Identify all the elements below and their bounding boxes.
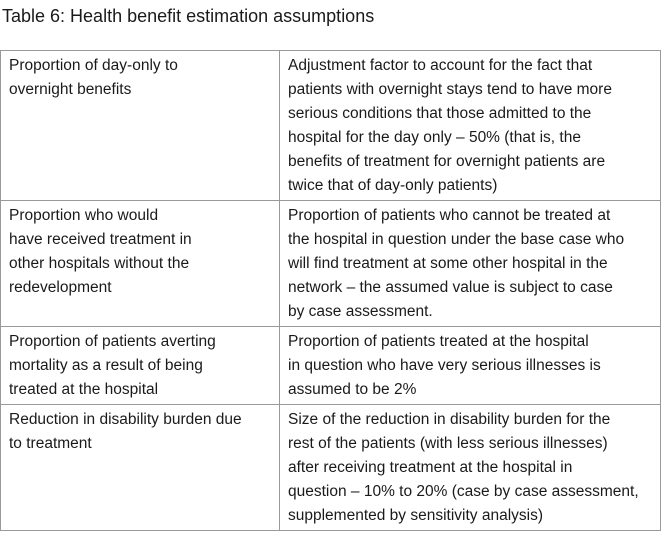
assumption-name: Proportion of day-only to overnight benef… bbox=[0, 50, 280, 201]
table-body: Proportion of day-only to overnight benef… bbox=[0, 50, 661, 531]
cell-text-line: by case assessment. bbox=[288, 303, 433, 320]
cell-text-line: the hospital in question under the base … bbox=[288, 231, 625, 248]
assumption-name: Proportion of patients averting mortality… bbox=[0, 326, 280, 405]
cell-text-line: have received treatment in bbox=[9, 231, 192, 248]
cell-text-line: Adjustment factor to account for the fac… bbox=[288, 57, 593, 74]
cell-text-line: Proportion who would bbox=[9, 207, 159, 224]
assumption-name: Proportion who would have received treatm… bbox=[0, 200, 280, 327]
cell-text-line: Reduction in disability burden due bbox=[9, 411, 242, 428]
cell-text-line: supplemented by sensitivity analysis) bbox=[288, 507, 544, 524]
cell-text-line: overnight benefits bbox=[9, 81, 132, 98]
cell-text-line: redevelopment bbox=[9, 279, 112, 296]
cell-text-line: after receiving treatment at the hospita… bbox=[288, 459, 573, 476]
cell-text-line: to treatment bbox=[9, 435, 92, 452]
cell-text-line: Proportion of patients treated at the ho… bbox=[288, 333, 589, 350]
assumption-name: Reduction in disability burden due to tre… bbox=[0, 404, 280, 531]
assumption-detail: Proportion of patients treated at the ho… bbox=[279, 326, 661, 405]
table-row: Reduction in disability burden due to tre… bbox=[0, 404, 661, 531]
table-title: Table 6: Health benefit estimation assum… bbox=[2, 6, 375, 26]
cell-text-line: Size of the reduction in disability burd… bbox=[288, 411, 611, 428]
table-row: Proportion of patients averting mortality… bbox=[0, 326, 661, 405]
cell-text-line: benefits of treatment for overnight pati… bbox=[288, 153, 606, 170]
cell-text-line: patients with overnight stays tend to ha… bbox=[288, 81, 612, 98]
cell-text-line: question – 10% to 20% (case by case asse… bbox=[288, 483, 639, 500]
cell-text-line: assumed to be 2% bbox=[288, 381, 417, 398]
cell-text-line: network – the assumed value is subject t… bbox=[288, 279, 613, 296]
cell-text-line: treated at the hospital bbox=[9, 381, 159, 398]
cell-text-line: twice that of day-only patients) bbox=[288, 177, 498, 194]
assumption-detail: Proportion of patients who cannot be tre… bbox=[279, 200, 661, 327]
cell-text-line: hospital for the day only – 50% (that is… bbox=[288, 129, 581, 146]
cell-text-line: will find treatment at some other hospit… bbox=[288, 255, 608, 272]
cell-text-line: in question who have very serious illnes… bbox=[288, 357, 601, 374]
assumption-detail: Adjustment factor to account for the fac… bbox=[279, 50, 661, 201]
cell-text-line: serious conditions that those admitted t… bbox=[288, 105, 592, 122]
assumptions-table: Proportion of day-only to overnight benef… bbox=[0, 50, 661, 531]
cell-text-line: other hospitals without the bbox=[9, 255, 190, 272]
assumption-detail: Size of the reduction in disability burd… bbox=[279, 404, 661, 531]
cell-text-line: Proportion of day-only to bbox=[9, 57, 178, 74]
cell-text-line: mortality as a result of being bbox=[9, 357, 203, 374]
cell-text-line: Proportion of patients who cannot be tre… bbox=[288, 207, 611, 224]
cell-text-line: Proportion of patients averting bbox=[9, 333, 216, 350]
table-row: Proportion who would have received treatm… bbox=[0, 200, 661, 327]
cell-text-line: rest of the patients (with less serious … bbox=[288, 435, 608, 452]
table-row: Proportion of day-only to overnight benef… bbox=[0, 50, 661, 201]
